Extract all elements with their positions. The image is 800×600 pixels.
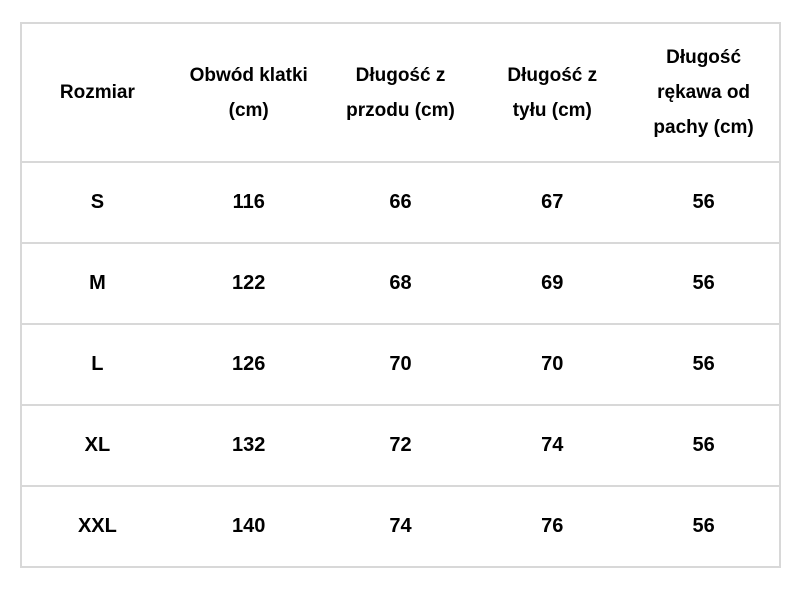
table-row-m: M 122 68 69 56 [21,242,780,324]
table-row-s: S 116 66 67 56 [21,161,780,243]
column-header-size: Rozmiar [21,23,173,162]
back-length-cell: 76 [476,485,629,567]
sleeve-length-cell: 56 [628,242,780,324]
front-length-cell: 72 [324,404,477,486]
column-header-front-length: Długość z przodu (cm) [325,23,477,162]
table-row-xl: XL 132 72 74 56 [21,404,780,486]
front-length-cell: 70 [324,323,477,405]
table-row-xxl: XXL 140 74 76 56 [21,485,780,567]
chest-cell: 116 [172,161,325,243]
size-cell: M [21,242,173,324]
front-length-cell: 66 [324,161,477,243]
chest-cell: 132 [172,404,325,486]
back-length-cell: 74 [476,404,629,486]
size-cell: XL [21,404,173,486]
size-cell: S [21,161,173,243]
sleeve-length-cell: 56 [628,404,780,486]
sleeve-length-cell: 56 [628,323,780,405]
sleeve-length-cell: 56 [628,485,780,567]
back-length-cell: 69 [476,242,629,324]
column-header-label: Rozmiar [59,82,135,103]
chest-cell: 140 [172,485,325,567]
column-header-label: Obwód klatki (cm) [189,64,308,121]
column-header-sleeve-length: Długość rękawa od pachy (cm) [628,23,780,162]
table-row-l: L 126 70 70 56 [21,323,780,405]
column-header-label: Długość z tyłu (cm) [507,64,598,121]
size-cell: XXL [21,485,173,567]
front-length-cell: 68 [324,242,477,324]
size-cell: L [21,323,173,405]
size-chart: Rozmiar Obwód klatki (cm) Długość z przo… [20,22,781,568]
back-length-cell: 70 [476,323,629,405]
chest-cell: 126 [172,323,325,405]
column-header-label: Długość z przodu (cm) [346,64,455,121]
header-row: Rozmiar Obwód klatki (cm) Długość z przo… [21,23,780,162]
front-length-cell: 74 [324,485,477,567]
column-header-label: Długość rękawa od pachy (cm) [653,47,754,138]
column-header-back-length: Długość z tyłu (cm) [476,23,628,162]
sleeve-length-cell: 56 [628,161,780,243]
column-header-chest: Obwód klatki (cm) [173,23,325,162]
size-table: Rozmiar Obwód klatki (cm) Długość z przo… [20,22,781,568]
chest-cell: 122 [172,242,325,324]
back-length-cell: 67 [476,161,629,243]
